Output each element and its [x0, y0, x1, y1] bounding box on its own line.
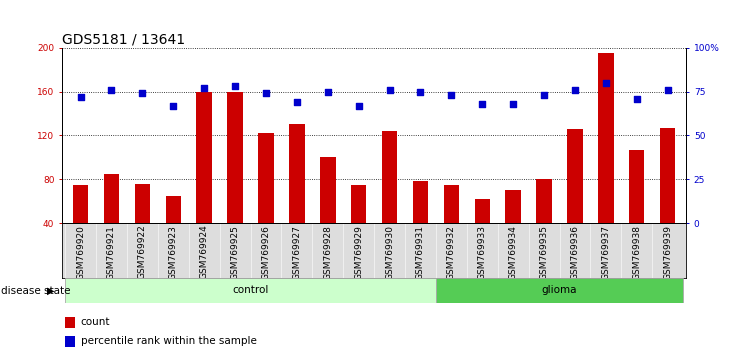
Point: [353, 103, 364, 108]
Bar: [227, 92, 243, 267]
Point: [322, 89, 334, 95]
Bar: [65, 317, 75, 328]
Bar: [537, 179, 552, 267]
Text: control: control: [232, 285, 269, 295]
Text: GSM769933: GSM769933: [477, 225, 487, 280]
Point: [600, 80, 612, 86]
Text: GSM769931: GSM769931: [416, 225, 425, 280]
Bar: [505, 190, 521, 267]
Bar: [134, 184, 150, 267]
Point: [199, 85, 210, 91]
Bar: [351, 185, 366, 267]
Bar: [598, 53, 614, 267]
Bar: [660, 128, 675, 267]
Bar: [629, 150, 645, 267]
Point: [384, 87, 396, 93]
Bar: [382, 131, 397, 267]
Bar: [444, 185, 459, 267]
Text: disease state: disease state: [1, 286, 70, 296]
Text: GDS5181 / 13641: GDS5181 / 13641: [62, 33, 185, 47]
Text: GSM769935: GSM769935: [539, 225, 548, 280]
Text: GSM769929: GSM769929: [354, 225, 364, 280]
Text: GSM769924: GSM769924: [200, 225, 209, 279]
Point: [260, 91, 272, 96]
Text: GSM769926: GSM769926: [261, 225, 271, 280]
Point: [631, 96, 642, 102]
Bar: [104, 174, 119, 267]
Point: [167, 103, 179, 108]
Text: GSM769937: GSM769937: [602, 225, 610, 280]
Text: GSM769930: GSM769930: [385, 225, 394, 280]
Point: [137, 91, 148, 96]
Text: ▶: ▶: [47, 286, 55, 296]
Point: [477, 101, 488, 107]
Text: count: count: [81, 318, 110, 327]
Bar: [436, 278, 683, 303]
Text: GSM769936: GSM769936: [570, 225, 580, 280]
Bar: [289, 125, 304, 267]
Point: [74, 94, 86, 100]
Text: GSM769934: GSM769934: [509, 225, 518, 280]
Text: GSM769932: GSM769932: [447, 225, 456, 280]
Text: GSM769921: GSM769921: [107, 225, 116, 280]
Bar: [73, 185, 88, 267]
Point: [662, 87, 674, 93]
Text: GSM769922: GSM769922: [138, 225, 147, 279]
Bar: [196, 92, 212, 267]
Bar: [320, 157, 336, 267]
Point: [291, 99, 303, 105]
Point: [106, 87, 118, 93]
Point: [538, 92, 550, 98]
Text: GSM769927: GSM769927: [293, 225, 301, 280]
Text: GSM769938: GSM769938: [632, 225, 641, 280]
Bar: [65, 336, 75, 347]
Bar: [474, 199, 490, 267]
Point: [415, 89, 426, 95]
Point: [229, 84, 241, 89]
Text: GSM769925: GSM769925: [231, 225, 239, 280]
Bar: [567, 129, 583, 267]
Text: GSM769920: GSM769920: [76, 225, 85, 280]
Bar: [65, 278, 436, 303]
Bar: [412, 181, 429, 267]
Point: [507, 101, 519, 107]
Text: percentile rank within the sample: percentile rank within the sample: [81, 336, 257, 346]
Point: [569, 87, 581, 93]
Text: GSM769939: GSM769939: [663, 225, 672, 280]
Text: GSM769923: GSM769923: [169, 225, 178, 280]
Point: [445, 92, 457, 98]
Bar: [166, 196, 181, 267]
Bar: [258, 133, 274, 267]
Text: GSM769928: GSM769928: [323, 225, 332, 280]
Text: glioma: glioma: [542, 285, 577, 295]
